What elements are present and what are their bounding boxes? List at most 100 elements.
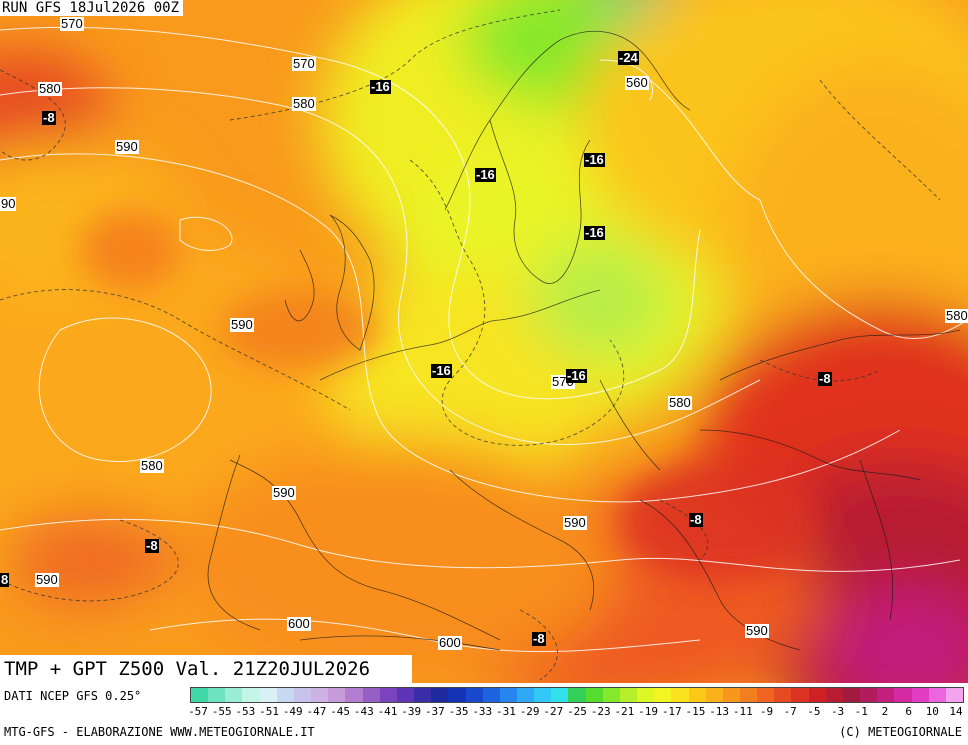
- color-swatch: [276, 688, 294, 702]
- scale-tick-label: -31: [496, 705, 516, 718]
- tmp-label: -16: [431, 363, 452, 378]
- scale-tick-label: -43: [353, 705, 374, 718]
- color-swatch: [328, 688, 346, 702]
- scale-tick-label: -25: [567, 705, 587, 718]
- scale-tick-label: 10: [925, 705, 939, 718]
- color-swatch: [396, 688, 415, 702]
- scale-tick-label: -53: [235, 705, 256, 718]
- temperature-field: [0, 0, 968, 683]
- scale-tick-label: -3: [830, 705, 845, 718]
- copyright-text: (C) METEOGIORNALE: [839, 725, 962, 739]
- credit-text: MTG-GFS - ELABORAZIONE WWW.METEOGIORNALE…: [4, 725, 315, 739]
- color-swatch: [431, 688, 449, 702]
- scale-tick-label: 2: [881, 705, 889, 718]
- color-swatch: [722, 688, 740, 702]
- temperature-geopotential-map: 570 570 580 580 590 90 590 580 590 580 5…: [0, 0, 968, 683]
- scale-tick-label: -37: [424, 705, 445, 718]
- color-swatch: [671, 688, 689, 702]
- color-swatch: [945, 688, 964, 702]
- color-swatch: [757, 688, 775, 702]
- color-swatch: [379, 688, 397, 702]
- color-swatch: [311, 688, 329, 702]
- tmp-label: -8: [145, 538, 159, 553]
- color-swatch: [551, 688, 569, 702]
- tmp-label: -16: [566, 368, 587, 383]
- scale-tick-label: -15: [685, 705, 706, 718]
- gpt-label: 580: [668, 395, 692, 410]
- color-swatch: [705, 688, 723, 702]
- scale-tick-label: -17: [661, 705, 682, 718]
- gpt-label: 90: [0, 196, 17, 211]
- color-swatch: [225, 688, 243, 702]
- color-swatch: [808, 688, 826, 702]
- scale-tick-label: -47: [306, 705, 327, 718]
- tmp-label: -8: [532, 631, 546, 646]
- tmp-label: -8: [818, 371, 832, 386]
- tmp-label: -16: [584, 225, 605, 240]
- color-swatch: [482, 688, 500, 702]
- color-swatch: [928, 688, 946, 702]
- color-swatch: [602, 688, 620, 702]
- color-swatch: [208, 688, 226, 702]
- tmp-label: -16: [370, 79, 391, 94]
- gpt-label: 570: [292, 56, 316, 71]
- scale-tick-label: -7: [783, 705, 797, 718]
- gpt-label: 600: [438, 635, 462, 650]
- gpt-label: 560: [625, 75, 649, 90]
- color-swatch: [534, 688, 552, 702]
- scale-tick-label: -45: [330, 705, 351, 718]
- scale-tick-label: -1: [854, 705, 868, 718]
- scale-tick-label: -9: [759, 705, 774, 718]
- tmp-label: -16: [584, 152, 605, 167]
- color-swatch: [911, 688, 929, 702]
- scale-tick-label: -51: [259, 705, 279, 718]
- color-swatch: [860, 688, 878, 702]
- color-swatch: [345, 688, 363, 702]
- scale-tick-label: -5: [807, 705, 821, 718]
- color-swatch: [516, 688, 535, 702]
- gpt-label: 600: [287, 616, 311, 631]
- color-swatch: [568, 688, 586, 702]
- tmp-label: 8: [0, 572, 10, 587]
- scale-tick-label: 6: [905, 705, 912, 718]
- scale-tick-label: -11: [732, 705, 753, 718]
- color-swatch: [414, 688, 432, 702]
- scale-tick-label: 14: [949, 705, 963, 718]
- gpt-label: 590: [230, 317, 254, 332]
- scale-tick-label: -27: [543, 705, 564, 718]
- scale-tick-label: -49: [282, 705, 303, 718]
- color-swatch: [499, 688, 517, 702]
- color-swatch: [877, 688, 895, 702]
- gpt-label: 580: [292, 96, 316, 111]
- gpt-label: 590: [115, 139, 139, 154]
- scale-tick-label: -57: [188, 705, 208, 718]
- color-swatch: [585, 688, 603, 702]
- gpt-label: 580: [945, 308, 968, 323]
- legend-footer: DATI NCEP GFS 0.25° -57 -55 -53 -51 -49 -47 -4…: [0, 683, 968, 745]
- color-swatch: [191, 688, 209, 702]
- coastlines: [207, 30, 961, 651]
- gpt-label: 580: [38, 81, 62, 96]
- color-swatch: [637, 688, 655, 702]
- tmp-label: -16: [475, 167, 496, 182]
- color-swatch: [448, 688, 466, 702]
- scale-tick-label: -23: [590, 705, 611, 718]
- color-swatch: [465, 688, 483, 702]
- tmp-label: -8: [689, 512, 703, 527]
- run-label: RUN GFS 18Jul2026 00Z: [0, 0, 184, 16]
- color-swatch: [259, 688, 277, 702]
- scale-tick-label: -33: [472, 705, 493, 718]
- data-source: DATI NCEP GFS 0.25°: [4, 689, 142, 703]
- gpt-label: 590: [35, 572, 59, 587]
- scale-tick-label: -29: [519, 705, 540, 718]
- scale-tick-label: -13: [709, 705, 730, 718]
- chart-title: TMP + GPT Z500 Val. 21Z20JUL2026: [0, 655, 412, 683]
- scale-tick-label: -39: [401, 705, 422, 718]
- scale-tick-label: -35: [448, 705, 469, 718]
- gpt-label: 570: [60, 16, 84, 31]
- color-swatch: [740, 688, 758, 702]
- color-swatch: [825, 688, 843, 702]
- scale-tick-label: -55: [211, 705, 232, 718]
- color-scale-ticks: -57 -55 -53 -51 -49 -47 -45 -43 -41 -39 -37 -35 -33-…: [188, 705, 964, 719]
